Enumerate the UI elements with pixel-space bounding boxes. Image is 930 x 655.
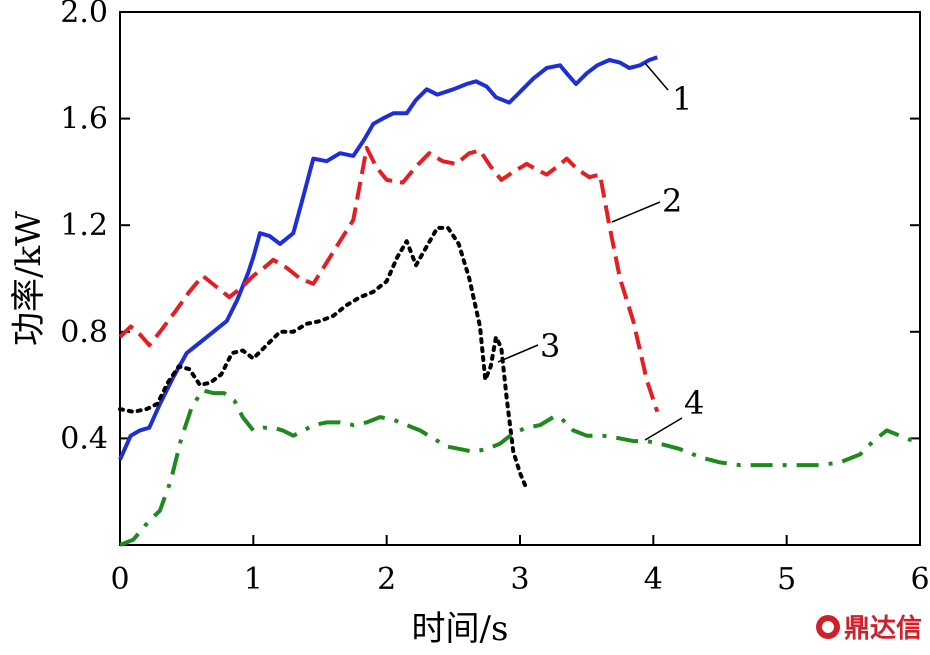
x-axis-title: 时间/s [412,609,509,649]
series-4-line [119,388,921,547]
series-2-leader-line [611,201,661,223]
y-tick-label: 0.4 [60,421,108,456]
series-1-line [118,55,658,461]
watermark: 鼎达信 [815,608,922,645]
x-tick-label: 2 [377,562,396,597]
y-tick-label: 2.0 [60,0,108,30]
x-tick-label: 5 [777,562,796,597]
series-3-label: 3 [540,327,560,365]
series-4-label: 4 [684,384,704,422]
y-tick-label: 1.6 [60,102,108,137]
watermark-text: 鼎达信 [843,614,922,644]
x-tick-label: 4 [644,562,663,597]
watermark-logo-icon [815,614,840,639]
series-2-line [118,145,660,413]
y-axis-title: 功率/kW [9,211,49,346]
x-tick-label: 1 [244,562,263,597]
series-4-leader-line [644,417,683,441]
series-3-leader-line [497,344,539,363]
y-tick-label: 1.2 [60,208,108,243]
y-tick-label: 0.8 [60,315,108,350]
x-tick-label: 3 [510,562,529,597]
series-1-label: 1 [672,80,692,118]
x-tick-label: 6 [910,562,929,597]
x-tick-label: 0 [110,562,129,597]
series-1-leader-line [644,62,669,91]
series-2-label: 2 [662,182,682,220]
series-3-line [118,225,529,491]
